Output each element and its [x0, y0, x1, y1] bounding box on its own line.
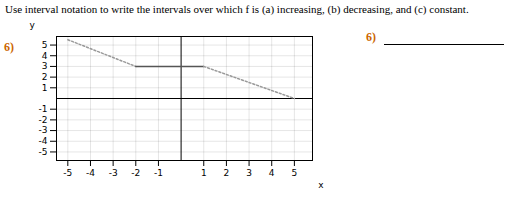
svg-text:x: x [318, 180, 324, 190]
svg-text:2: 2 [224, 168, 230, 178]
html-text:Use interval notation to write: Use interval notation to write the inter… [5, 3, 469, 15]
svg-text:-4: -4 [86, 168, 95, 178]
svg-text:-3: -3 [109, 168, 118, 178]
svg-text:3: 3 [42, 61, 48, 71]
svg-text:-2: -2 [39, 115, 48, 125]
svg-text:4: 4 [42, 51, 48, 61]
svg-text:5: 5 [292, 168, 298, 178]
svg-text:5: 5 [42, 40, 48, 50]
svg-text:-4: -4 [39, 136, 48, 146]
svg-text:2: 2 [42, 72, 48, 82]
svg-text:1: 1 [42, 83, 48, 93]
svg-text:3: 3 [246, 168, 252, 178]
svg-text:-5: -5 [63, 168, 72, 178]
svg-text:4: 4 [269, 168, 275, 178]
svg-text:-2: -2 [131, 168, 140, 178]
svg-text:-5: -5 [39, 147, 48, 157]
html-text:6): 6) [366, 30, 376, 44]
svg-text:-1: -1 [39, 104, 48, 114]
svg-text:1: 1 [201, 168, 207, 178]
svg-text:-3: -3 [39, 125, 48, 135]
svg-text:y: y [30, 20, 36, 30]
svg-text:-1: -1 [154, 168, 163, 178]
html-text:6): 6) [4, 40, 14, 54]
